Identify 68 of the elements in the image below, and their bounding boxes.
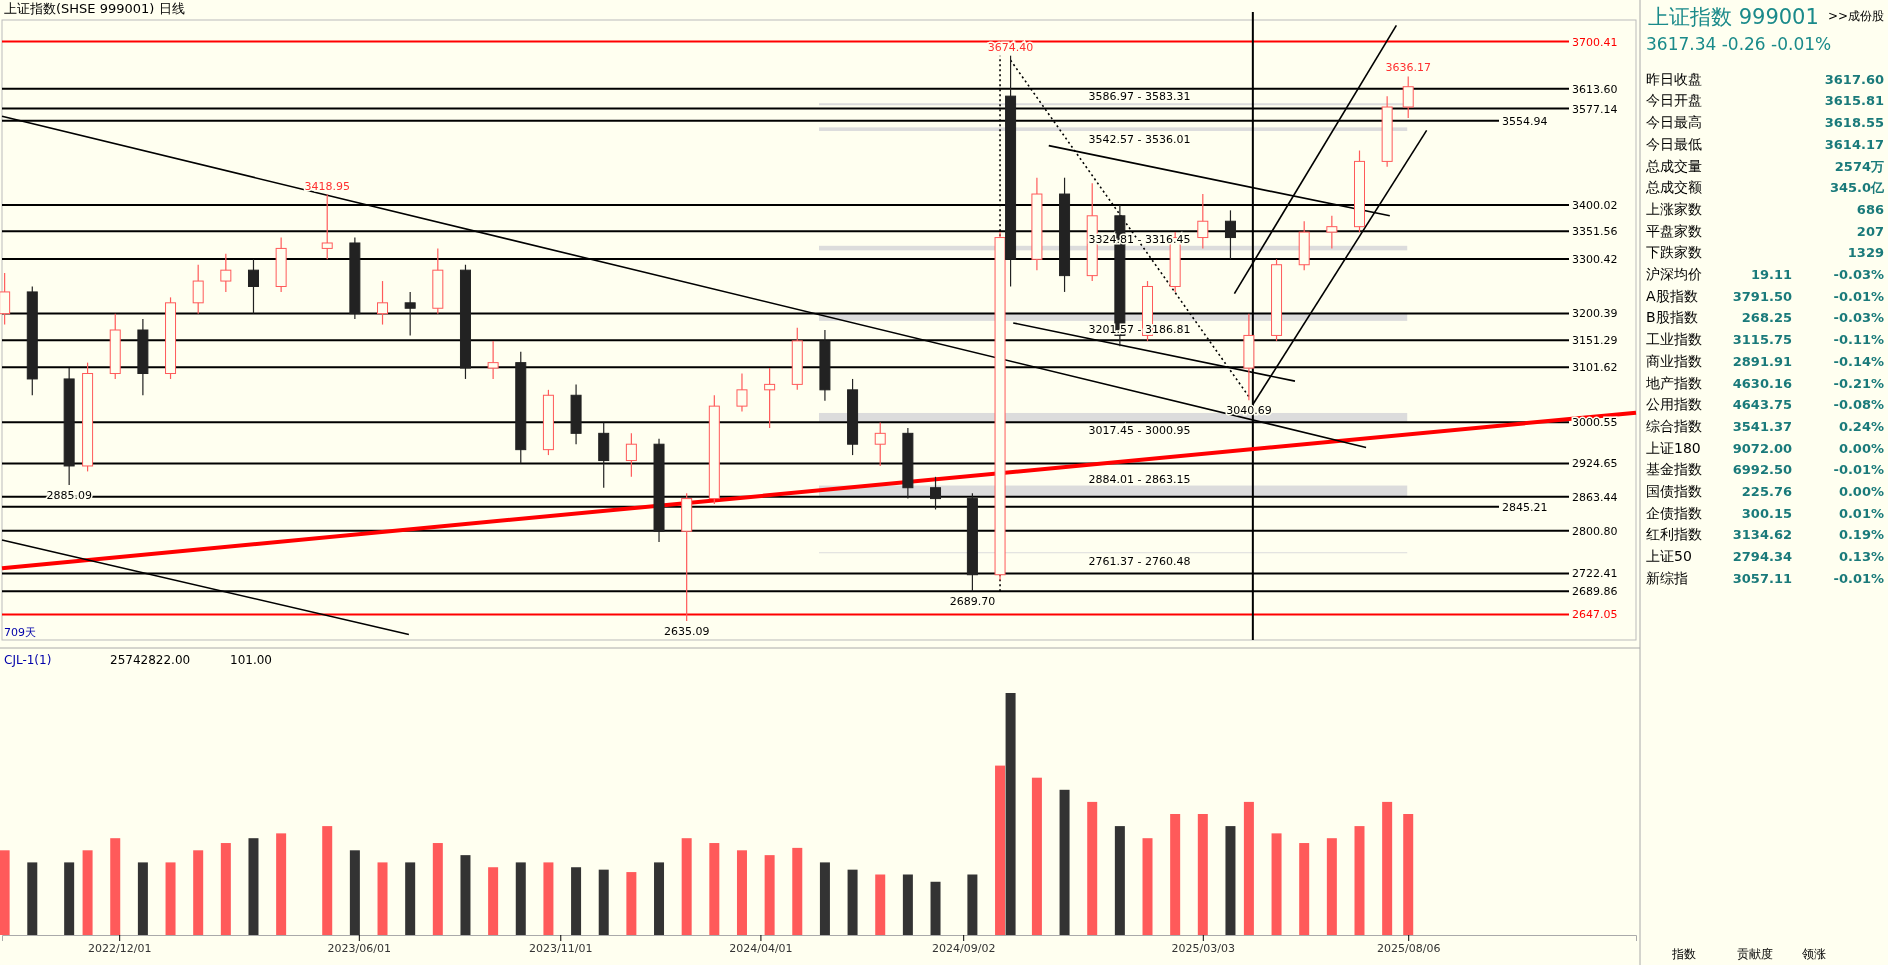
text: 平盘家数 207	[1646, 222, 1884, 239]
text: 今日开盘 3615.81	[1646, 92, 1884, 109]
annotation: 3418.95	[304, 179, 350, 193]
ref-line-label: 2722.41	[1572, 567, 1618, 581]
text: 基金指数 6992.50 -0.01%	[1646, 461, 1884, 478]
band-label: 3017.45 - 3000.95	[1088, 423, 1191, 437]
ref-line-label: 3613.60	[1572, 82, 1618, 96]
chart-title: 上证指数(SHSE 999001) 日线	[4, 1, 185, 16]
annotation: 2689.70	[949, 595, 996, 609]
x-tick-label: 2025/03/03	[1171, 941, 1236, 955]
text: 昨日收盘 3617.60	[1646, 70, 1884, 87]
ref-line-label: 2924.65	[1572, 457, 1618, 471]
text: 上证180 9072.00 0.00%	[1646, 439, 1884, 456]
band-label: 2884.01 - 2863.15	[1088, 472, 1191, 486]
x-tick-label: 2023/06/01	[327, 941, 392, 955]
x-tick-label: 2024/09/02	[931, 941, 996, 955]
ref-line-label: 3554.94	[1502, 114, 1548, 128]
text: 总成交量 2574万	[1646, 157, 1884, 174]
text: 工业指数 3115.75 -0.11%	[1646, 331, 1884, 348]
text: 红利指数 3134.62 0.19%	[1646, 526, 1884, 543]
chart-title: CJL-1(1)	[4, 653, 52, 667]
annotation: 2635.09	[663, 624, 710, 638]
text: 新综指 3057.11 -0.01%	[1646, 569, 1884, 586]
x-tick-label: 2023/11/01	[529, 941, 593, 955]
band-label: 3586.97 - 3583.31	[1088, 90, 1191, 104]
band-label: 3542.57 - 3536.01	[1088, 132, 1191, 146]
ref-line-label: 2647.05	[1572, 608, 1618, 622]
band-label: 2761.37 - 2760.48	[1088, 554, 1191, 568]
text: 总成交额 345.0亿	[1646, 179, 1884, 196]
x-tick-label: 2025/08/06	[1377, 941, 1441, 955]
annotation: 3674.40	[987, 40, 1034, 54]
text: 今日最低 3614.17	[1646, 135, 1884, 152]
ref-line-label: 3101.62	[1572, 361, 1618, 375]
ref-line-label: 3200.39	[1572, 307, 1618, 321]
ref-line-label: 3300.42	[1572, 253, 1618, 267]
ref-line-label: 2800.80	[1572, 524, 1618, 538]
text: 今日最高 3618.55	[1646, 114, 1884, 131]
x-tick-label: 2022/12/01	[87, 941, 152, 955]
text: 101.00	[230, 653, 272, 667]
text: 公用指数 4643.75 -0.08%	[1646, 396, 1884, 413]
text: 下跌家数 1329	[1646, 244, 1884, 261]
text: 地产指数 4630.16 -0.21%	[1646, 374, 1884, 391]
text: 国债指数 225.76 0.00%	[1646, 483, 1884, 499]
text: 上证50 2794.34 0.13%	[1646, 548, 1884, 565]
text: B股指数 268.25 -0.03%	[1646, 309, 1884, 326]
text: 商业指数 2891.91 -0.14%	[1646, 352, 1884, 369]
x-tick-label: 2024/04/01	[729, 941, 793, 955]
ref-line-label: 3577.14	[1572, 102, 1618, 116]
text: A股指数 3791.50 -0.01%	[1646, 287, 1884, 304]
ref-line-label: 2845.21	[1502, 500, 1548, 514]
ref-line-label: 2689.86	[1572, 585, 1618, 599]
text: 企债指数 300.15 0.01%	[1646, 504, 1884, 521]
text: 25742822.00	[110, 653, 191, 667]
annotation: 709天	[4, 626, 36, 639]
ref-line-label: 3351.56	[1572, 225, 1618, 239]
ref-line-label: 3151.29	[1572, 334, 1618, 348]
text: 上涨家数 686	[1646, 200, 1884, 217]
ref-line-label: 3000.55	[1572, 416, 1618, 430]
annotation: 3636.17	[1385, 61, 1431, 75]
ref-line-label: 2863.44	[1572, 490, 1618, 504]
ref-line-label: 3400.02	[1572, 198, 1618, 212]
text: 综合指数 3541.37 0.24%	[1646, 417, 1884, 434]
ref-line-label: 3700.41	[1572, 35, 1618, 49]
text: >>成份股	[1827, 9, 1884, 23]
text: 3617.34 -0.26 -0.01%	[1646, 34, 1832, 54]
text: 指数 贡献度 领涨	[1672, 947, 1826, 961]
text: 上证指数 999001	[1648, 5, 1819, 29]
text: 沪深均价 19.11 -0.03%	[1646, 266, 1884, 282]
